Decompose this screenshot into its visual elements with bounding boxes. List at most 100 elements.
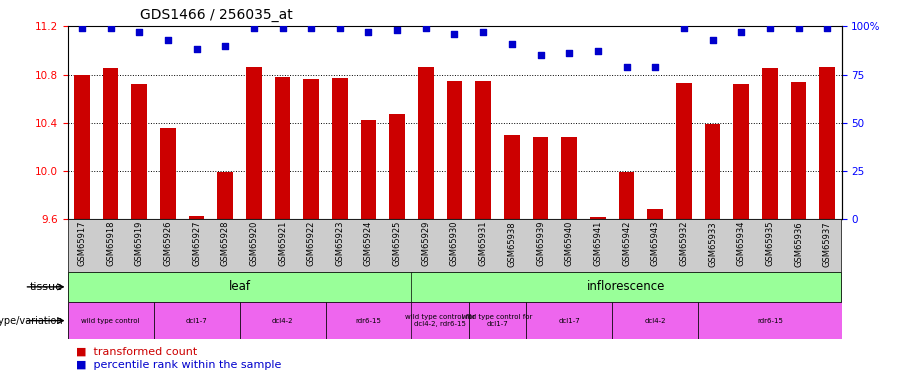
Text: GSM65924: GSM65924 <box>364 221 373 266</box>
Bar <box>590 217 606 219</box>
Text: GSM65918: GSM65918 <box>106 221 115 267</box>
Point <box>590 48 605 54</box>
Text: GSM65942: GSM65942 <box>622 221 631 266</box>
Point <box>189 46 203 53</box>
Text: GSM65932: GSM65932 <box>680 221 688 267</box>
Text: GSM65941: GSM65941 <box>593 221 602 266</box>
Text: rdr6-15: rdr6-15 <box>356 318 382 324</box>
Point <box>333 25 347 31</box>
Point <box>418 25 433 31</box>
Text: ■  transformed count: ■ transformed count <box>76 346 198 356</box>
Bar <box>361 120 376 219</box>
Text: inflorescence: inflorescence <box>588 280 666 293</box>
Text: genotype/variation: genotype/variation <box>0 316 63 326</box>
Point <box>505 40 519 46</box>
Point <box>447 31 462 37</box>
Bar <box>131 84 147 219</box>
Bar <box>762 69 778 219</box>
Point <box>75 25 89 31</box>
Point <box>820 25 834 31</box>
Bar <box>411 302 469 339</box>
Point <box>648 64 662 70</box>
Bar <box>562 137 577 219</box>
Text: GSM65919: GSM65919 <box>135 221 144 266</box>
Bar <box>411 272 842 302</box>
Bar <box>326 302 411 339</box>
Text: GDS1466 / 256035_at: GDS1466 / 256035_at <box>140 9 292 22</box>
Text: wild type control for
dcl1-7: wild type control for dcl1-7 <box>463 314 533 327</box>
Text: GSM65934: GSM65934 <box>737 221 746 267</box>
Text: tissue: tissue <box>30 282 63 292</box>
Bar <box>504 135 519 219</box>
Bar <box>274 77 291 219</box>
Point <box>390 27 404 33</box>
Bar <box>533 137 548 219</box>
Text: dcl4-2: dcl4-2 <box>644 318 666 324</box>
Point <box>247 25 261 31</box>
Bar <box>446 81 463 219</box>
Point <box>275 25 290 31</box>
Bar <box>647 209 663 219</box>
Bar <box>246 67 262 219</box>
Text: GSM65938: GSM65938 <box>508 221 517 267</box>
Text: rdr6-15: rdr6-15 <box>757 318 783 324</box>
Point <box>734 29 749 35</box>
Text: GSM65943: GSM65943 <box>651 221 660 267</box>
Text: GSM65936: GSM65936 <box>794 221 803 267</box>
Bar <box>469 302 526 339</box>
Text: GSM65935: GSM65935 <box>765 221 774 267</box>
Bar <box>103 69 119 219</box>
Point <box>361 29 375 35</box>
Point <box>619 64 634 70</box>
Text: GSM65931: GSM65931 <box>479 221 488 267</box>
Point <box>562 50 576 56</box>
Text: GSM65930: GSM65930 <box>450 221 459 267</box>
Text: leaf: leaf <box>229 280 250 293</box>
Bar <box>705 124 720 219</box>
Point <box>132 29 147 35</box>
Text: GSM65940: GSM65940 <box>564 221 573 266</box>
Point <box>791 25 806 31</box>
Bar <box>239 302 326 339</box>
Point <box>218 42 232 48</box>
Text: GSM65920: GSM65920 <box>249 221 258 266</box>
Text: wild type control: wild type control <box>81 318 140 324</box>
Bar <box>303 80 320 219</box>
Text: GSM65929: GSM65929 <box>421 221 430 266</box>
Bar <box>526 302 612 339</box>
Bar <box>68 272 411 302</box>
Bar <box>819 67 835 219</box>
Bar <box>618 172 634 219</box>
Point <box>160 37 175 43</box>
Text: GSM65917: GSM65917 <box>77 221 86 267</box>
Text: GSM65928: GSM65928 <box>220 221 230 267</box>
Text: GSM65923: GSM65923 <box>336 221 345 267</box>
Bar <box>612 302 698 339</box>
Text: GSM65933: GSM65933 <box>708 221 717 267</box>
Point <box>762 25 777 31</box>
Point <box>476 29 491 35</box>
Bar <box>734 84 749 219</box>
Point <box>706 37 720 43</box>
Text: dcl1-7: dcl1-7 <box>185 318 207 324</box>
Bar <box>676 83 692 219</box>
Bar <box>332 78 347 219</box>
Bar <box>217 172 233 219</box>
Bar <box>390 114 405 219</box>
Text: wild type control for
dcl4-2, rdr6-15: wild type control for dcl4-2, rdr6-15 <box>405 314 475 327</box>
Bar <box>160 128 176 219</box>
Bar <box>74 75 90 219</box>
Bar <box>418 67 434 219</box>
Bar <box>475 81 491 219</box>
Text: dcl4-2: dcl4-2 <box>272 318 293 324</box>
Point <box>304 25 319 31</box>
Text: GSM65925: GSM65925 <box>392 221 401 266</box>
Bar <box>698 302 842 339</box>
Bar <box>189 216 204 219</box>
Text: GSM65922: GSM65922 <box>307 221 316 266</box>
Text: GSM65926: GSM65926 <box>163 221 172 267</box>
Bar <box>68 302 154 339</box>
Text: GSM65937: GSM65937 <box>823 221 832 267</box>
Text: dcl1-7: dcl1-7 <box>558 318 580 324</box>
Bar <box>154 302 239 339</box>
